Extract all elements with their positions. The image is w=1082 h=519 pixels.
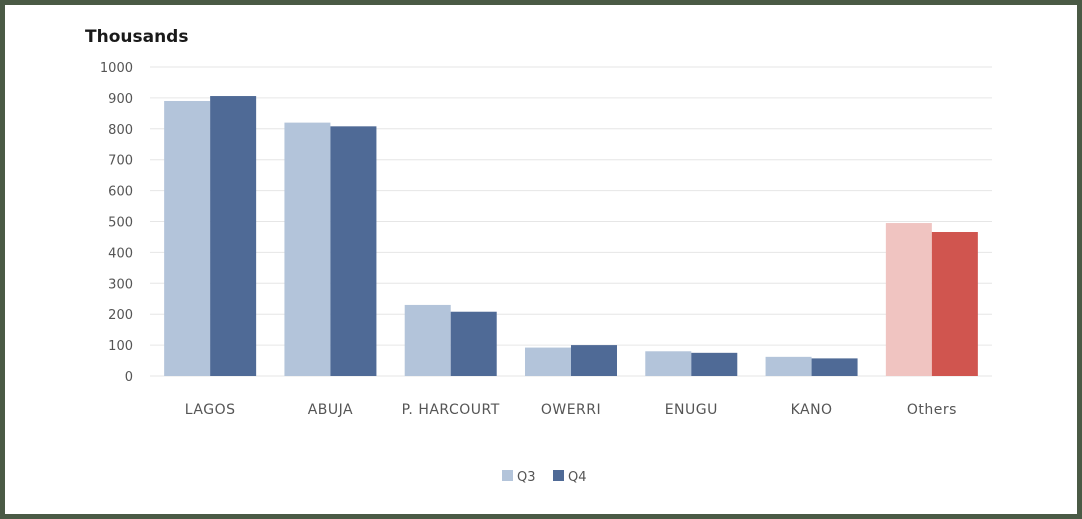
bar-q4 [931, 232, 978, 376]
x-category-label: KANO [791, 402, 833, 418]
bar-q3 [525, 347, 571, 376]
x-category-label: ABUJA [308, 402, 353, 418]
bar-q3 [885, 223, 932, 376]
y-tick-label: 500 [108, 216, 133, 231]
bar-q3 [404, 304, 451, 376]
y-tick-label: 700 [108, 154, 133, 169]
y-tick-label: 100 [108, 339, 133, 354]
bar-q4 [691, 352, 738, 376]
bar-q4 [210, 96, 257, 377]
x-category-label: Others [907, 402, 957, 418]
y-tick-label: 900 [108, 92, 133, 107]
bar-q4 [450, 311, 497, 376]
legend-label: Q3 [517, 470, 536, 485]
bar-q4 [330, 126, 377, 376]
x-category-label: ENUGU [665, 402, 718, 418]
bar-q3 [164, 100, 211, 377]
y-tick-label: 1000 [100, 61, 133, 76]
bar-q3 [765, 356, 812, 376]
chart-title: Thousands [85, 27, 189, 47]
y-tick-label: 200 [108, 308, 133, 323]
y-tick-label: 0 [125, 370, 133, 385]
x-category-label: OWERRI [541, 402, 601, 418]
bar-q4 [811, 358, 858, 376]
y-tick-label: 600 [108, 185, 133, 200]
bar-q4 [571, 345, 617, 376]
y-tick-label: 300 [108, 277, 133, 292]
y-tick-label: 800 [108, 123, 133, 138]
bar-q3 [284, 122, 331, 377]
x-category-label: P. HARCOURT [402, 402, 500, 418]
x-category-label: LAGOS [185, 402, 236, 418]
y-tick-label: 400 [108, 246, 133, 261]
legend-swatch [553, 470, 564, 481]
legend-label: Q4 [568, 470, 587, 485]
bar-q3 [645, 351, 692, 376]
legend-swatch [502, 470, 513, 481]
